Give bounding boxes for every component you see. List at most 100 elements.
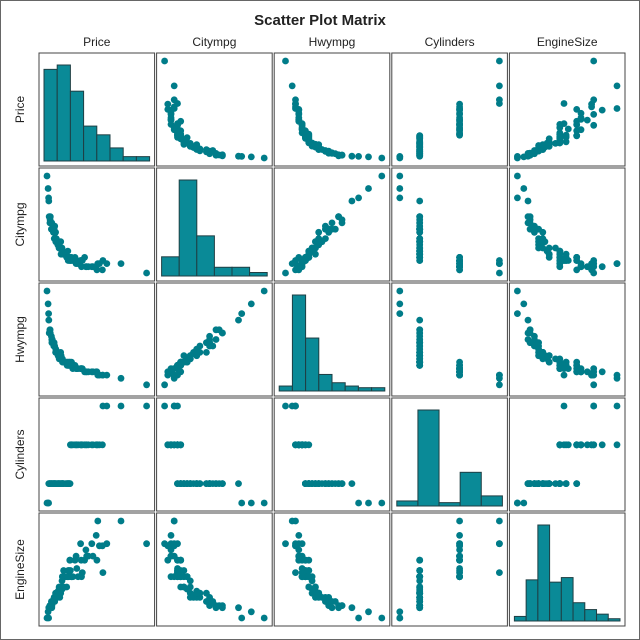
scatter-point — [577, 109, 585, 117]
histogram-bar — [560, 577, 574, 622]
scatter-point — [545, 254, 553, 261]
scatter-point — [45, 316, 53, 324]
panel-border — [38, 282, 156, 397]
histogram-bar — [549, 581, 562, 622]
scatter-point — [177, 441, 185, 449]
histogram-bar — [122, 156, 137, 162]
histogram-bar — [161, 256, 180, 277]
panel-cylinders-vs-enginesize — [508, 397, 626, 512]
scatter-point — [92, 532, 100, 539]
scatter-point — [298, 569, 306, 576]
scatter-point — [94, 517, 102, 525]
scatter-point — [378, 499, 386, 507]
histogram-bar — [357, 387, 373, 392]
scatter-point — [295, 532, 303, 539]
scatter-point — [545, 135, 553, 143]
scatter-point — [282, 57, 289, 65]
scatter-point — [573, 480, 581, 487]
scatter-point — [560, 120, 568, 127]
scatter-point — [514, 287, 521, 295]
scatter-point — [396, 185, 404, 192]
scatter-point — [247, 499, 255, 507]
scatter-point — [161, 540, 169, 548]
scatter-point — [416, 197, 424, 205]
scatter-point — [247, 300, 255, 308]
scatter-point — [193, 480, 201, 487]
scatter-point — [164, 371, 172, 379]
scatter-point — [514, 153, 521, 160]
scatter-point — [167, 573, 175, 581]
scatter-point — [219, 151, 226, 159]
scatter-point — [496, 517, 503, 525]
histogram-bar — [69, 90, 85, 162]
scatter-point — [260, 499, 268, 507]
scatter-point — [573, 441, 581, 449]
scatter-point — [496, 260, 503, 267]
row-labels: Price Citympg Hwympg Cylinders EngineSize — [13, 96, 27, 600]
scatter-point — [45, 197, 53, 205]
scatter-point — [560, 371, 568, 379]
scatter-point — [103, 371, 111, 379]
scatter-point — [238, 499, 246, 507]
scatter-point — [292, 540, 299, 548]
scatter-point — [295, 556, 303, 564]
panel-cylinders-vs-citympg — [156, 397, 273, 512]
scatter-point — [590, 96, 598, 104]
scatter-point — [556, 358, 564, 366]
scatter-point — [590, 111, 598, 118]
panel-border — [273, 52, 391, 167]
scatter-point — [590, 57, 598, 65]
scatter-point — [292, 266, 299, 274]
panel-border — [391, 167, 508, 282]
scatter-point — [556, 263, 564, 271]
histogram-bar — [135, 156, 151, 162]
scatter-point — [456, 260, 463, 267]
scatter-point — [170, 402, 178, 410]
scatter-point — [545, 480, 553, 487]
scatter-point — [247, 153, 255, 161]
scatter-point — [203, 589, 210, 597]
scatter-point — [66, 556, 74, 564]
scatter-point — [560, 100, 568, 107]
histogram-bar — [371, 387, 386, 392]
scatter-point — [177, 117, 185, 125]
scatter-point — [67, 567, 74, 574]
scatter-point — [161, 57, 169, 65]
scatter-point — [193, 349, 201, 356]
column-labels: Price Citympg Hwympg Cylinders EngineSize — [83, 35, 598, 49]
scatter-point — [170, 441, 178, 449]
scatter-point — [81, 254, 88, 261]
scatter-point — [43, 287, 51, 295]
scatter-point — [235, 152, 242, 160]
scatter-point — [416, 247, 424, 255]
scatter-point — [219, 480, 226, 487]
scatter-point — [590, 402, 598, 410]
scatter-point — [292, 569, 299, 576]
scatter-point — [564, 125, 572, 133]
scatter-point — [209, 342, 217, 350]
scatter-point — [292, 441, 299, 449]
scatter-point — [235, 480, 242, 487]
scatter-point — [416, 573, 424, 581]
panel-citympg-vs-enginesize — [508, 167, 626, 282]
scatter-point — [212, 336, 220, 343]
scatter-point — [560, 402, 568, 410]
scatter-point — [416, 583, 424, 591]
panel-enginesize-vs-enginesize — [508, 512, 626, 627]
scatter-point — [378, 154, 386, 162]
scatter-point — [560, 441, 568, 449]
scatter-point — [88, 540, 96, 548]
scatter-point — [573, 254, 581, 261]
scatter-point — [496, 569, 503, 576]
scatter-point — [535, 244, 542, 252]
scatter-point — [164, 556, 172, 564]
scatter-point — [238, 310, 246, 317]
scatter-point — [103, 260, 111, 267]
histogram-bar — [109, 147, 124, 162]
scatter-point — [348, 197, 356, 205]
scatter-point — [315, 589, 323, 597]
column-label-price: Price — [83, 35, 111, 49]
scatter-point — [365, 153, 372, 161]
panel-price-vs-hwympg — [273, 52, 391, 167]
